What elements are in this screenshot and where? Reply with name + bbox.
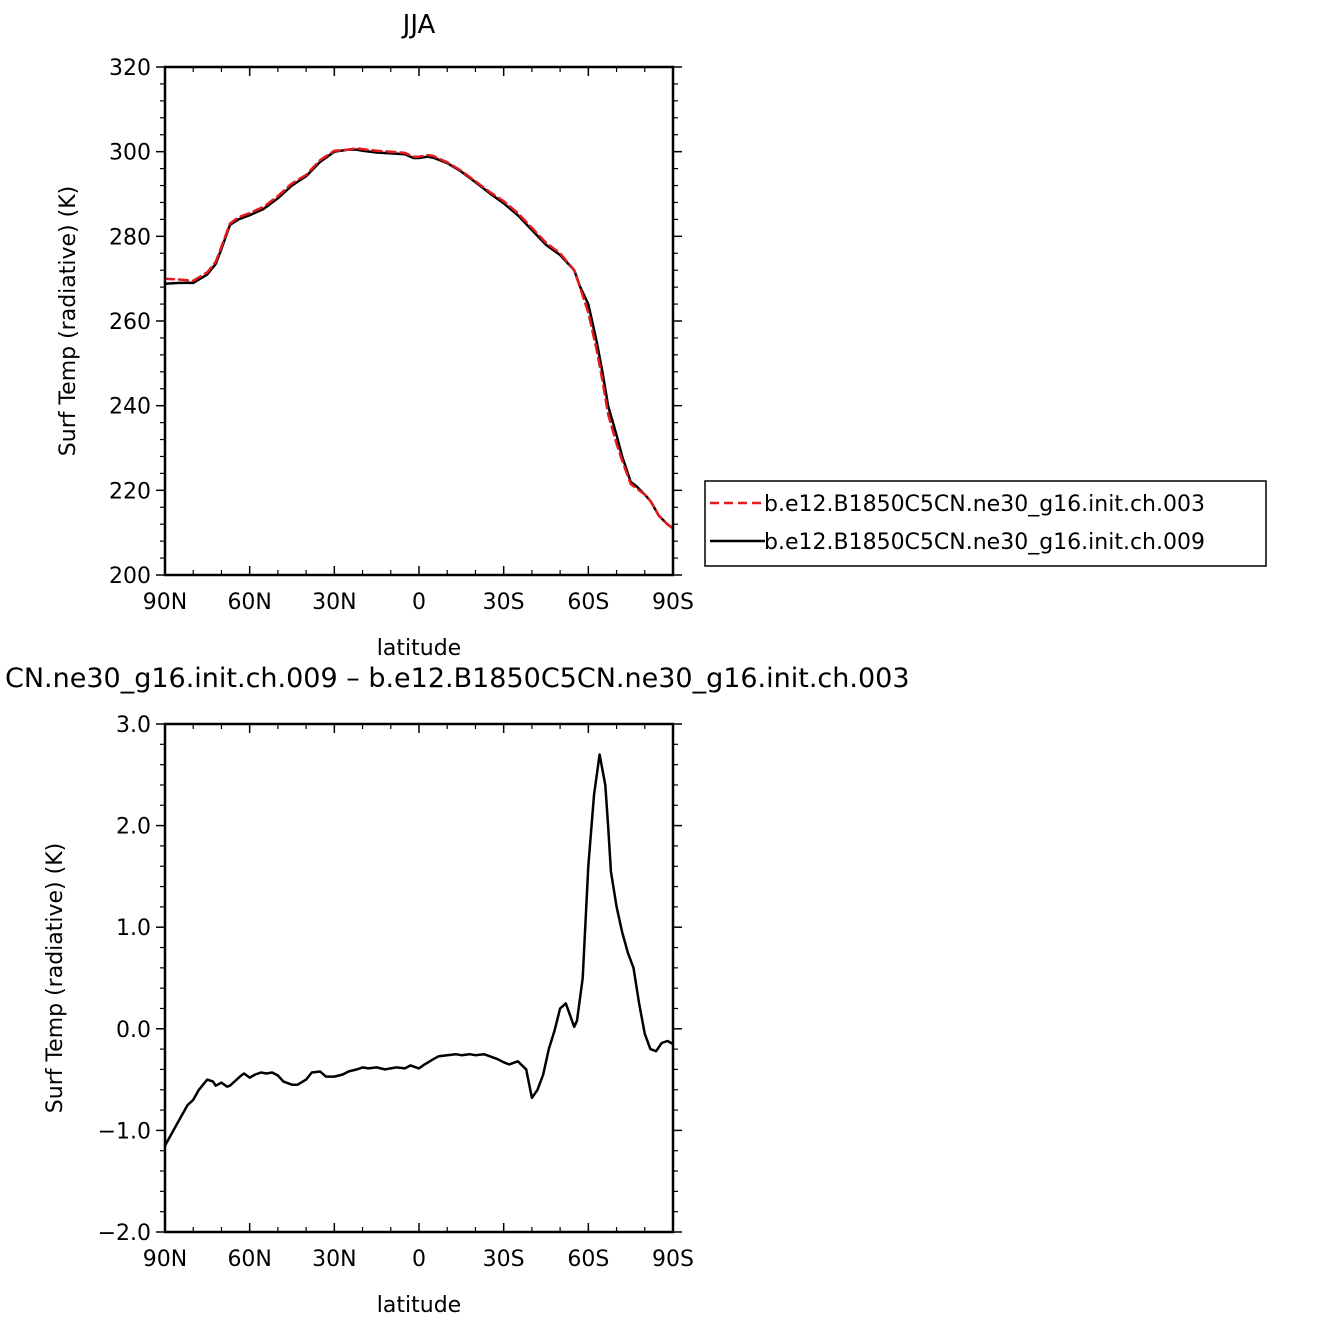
top-series-line-1 [163, 148, 675, 530]
legend-label-series-003: b.e12.B1850C5CN.ne30_g16.init.ch.003 [764, 492, 1205, 517]
top-xtick-label: 60N [227, 590, 271, 615]
bottom-ytick-label: −1.0 [98, 1119, 151, 1144]
top-xlabel: latitude [377, 636, 461, 661]
top-xtick-label: 60S [567, 590, 609, 615]
top-ytick-label: 260 [109, 310, 151, 335]
bottom-xtick-label: 30S [483, 1247, 525, 1272]
bottom-ytick-label: 2.0 [116, 815, 151, 840]
top-ytick-label: 200 [109, 564, 151, 589]
bottom-ytick-label: −2.0 [98, 1221, 151, 1246]
bottom-ytick-label: 0.0 [116, 1018, 151, 1043]
top-plot-frame [163, 65, 675, 577]
bottom-xtick-label: 30N [312, 1247, 356, 1272]
bottom-xtick-label: 90S [652, 1247, 694, 1272]
top-ytick-label: 220 [109, 479, 151, 504]
top-chart-title: JJA [401, 10, 436, 40]
top-series-line-0 [163, 147, 675, 530]
top-panel: JJA 90N 60N 30N 0 30S 60S 90S 200 220 240 260 280 30… [56, 10, 694, 661]
top-xtick-label: 30N [312, 590, 356, 615]
top-xtick-label: 0 [412, 590, 426, 615]
bottom-ytick-label: 1.0 [116, 916, 151, 941]
bottom-series-line-0 [163, 753, 675, 1147]
top-ylabel: Surf Temp (radiative) (K) [56, 186, 81, 456]
top-ytick-label: 240 [109, 395, 151, 420]
top-ytick-label: 320 [109, 56, 151, 81]
bottom-panel: CN.ne30_g16.init.ch.009 – b.e12.B1850C5C… [5, 663, 910, 1318]
bottom-xtick-label: 60S [567, 1247, 609, 1272]
bottom-plot-frame [163, 722, 675, 1234]
bottom-chart-title: CN.ne30_g16.init.ch.009 – b.e12.B1850C5C… [5, 663, 910, 694]
top-xtick-label: 90N [143, 590, 187, 615]
legend-label-series-009: b.e12.B1850C5CN.ne30_g16.init.ch.009 [764, 530, 1205, 555]
bottom-xtick-label: 0 [412, 1247, 426, 1272]
bottom-ytick-label: 3.0 [116, 713, 151, 738]
top-ytick-label: 300 [109, 141, 151, 166]
top-xtick-label: 90S [652, 590, 694, 615]
bottom-xtick-label: 90N [143, 1247, 187, 1272]
bottom-xtick-label: 60N [227, 1247, 271, 1272]
bottom-ylabel: Surf Temp (radiative) (K) [43, 843, 68, 1113]
top-ytick-label: 280 [109, 225, 151, 250]
legend: b.e12.B1850C5CN.ne30_g16.init.ch.003 b.e… [704, 480, 1267, 567]
bottom-xlabel: latitude [377, 1293, 461, 1318]
top-xtick-label: 30S [483, 590, 525, 615]
legend-box [704, 480, 1267, 567]
